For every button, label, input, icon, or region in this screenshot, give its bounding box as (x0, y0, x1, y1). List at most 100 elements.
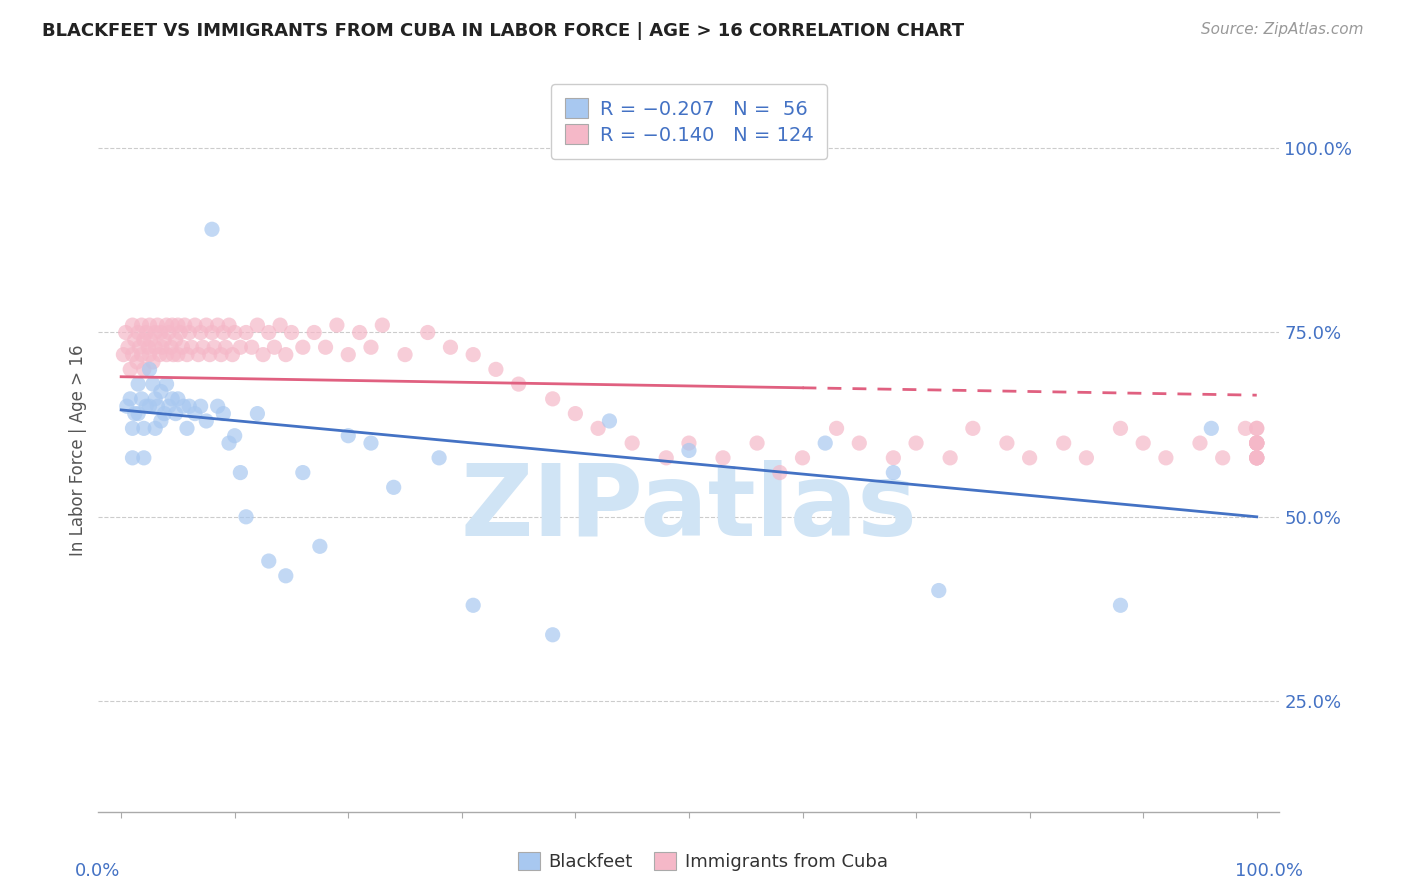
Point (143, 421, 166, 435)
Point (485, 362, 508, 376)
Point (150, 340, 173, 354)
Point (274, 348, 297, 362)
Point (939, 450, 962, 465)
Point (179, 326, 201, 340)
Point (115, 399, 138, 413)
Point (184, 407, 207, 421)
Point (905, 436, 928, 450)
Point (586, 421, 609, 435)
Point (176, 421, 198, 435)
Point (127, 377, 149, 392)
Point (1246, 436, 1268, 450)
Point (143, 326, 166, 340)
Legend: Blackfeet, Immigrants from Cuba: Blackfeet, Immigrants from Cuba (510, 845, 896, 879)
Point (173, 399, 195, 413)
Point (135, 326, 157, 340)
Point (564, 407, 586, 421)
Point (621, 436, 644, 450)
Point (149, 348, 172, 362)
Text: BLACKFEET VS IMMIGRANTS FROM CUBA IN LABOR FORCE | AGE > 16 CORRELATION CHART: BLACKFEET VS IMMIGRANTS FROM CUBA IN LAB… (42, 22, 965, 40)
Point (678, 443, 700, 458)
Point (349, 326, 371, 340)
Point (962, 421, 984, 435)
Point (269, 318, 291, 332)
Point (128, 340, 150, 354)
Point (114, 326, 136, 340)
Point (138, 362, 160, 376)
Point (155, 348, 177, 362)
Legend: R = −0.207   N =  56, R = −0.140   N = 124: R = −0.207 N = 56, R = −0.140 N = 124 (551, 85, 827, 159)
Point (167, 348, 190, 362)
Point (167, 392, 190, 406)
Point (1246, 450, 1268, 465)
Point (179, 399, 201, 413)
Text: ZIPatlas: ZIPatlas (461, 459, 917, 557)
Point (309, 539, 332, 553)
Point (167, 318, 190, 332)
Point (257, 326, 280, 340)
Point (1109, 421, 1132, 435)
Point (382, 480, 405, 494)
Point (201, 222, 224, 236)
Point (176, 348, 198, 362)
Point (882, 466, 904, 480)
Point (1201, 421, 1223, 435)
Point (221, 348, 243, 362)
Point (337, 348, 360, 362)
Point (165, 333, 187, 347)
Point (598, 414, 620, 428)
Point (928, 583, 950, 598)
Point (198, 348, 221, 362)
Point (190, 326, 212, 340)
Point (212, 407, 235, 421)
Point (541, 392, 564, 406)
Point (218, 318, 240, 332)
Text: 0.0%: 0.0% (75, 863, 120, 880)
Point (155, 318, 177, 332)
Point (224, 326, 246, 340)
Point (1246, 436, 1268, 450)
Point (153, 333, 176, 347)
Point (274, 569, 297, 583)
Point (157, 326, 180, 340)
Point (138, 399, 160, 413)
Point (326, 318, 349, 332)
Point (1246, 450, 1268, 465)
Point (439, 340, 461, 354)
Point (162, 318, 183, 332)
Point (139, 333, 162, 347)
Point (121, 318, 143, 332)
Point (848, 436, 870, 450)
Point (1154, 450, 1177, 465)
Point (1246, 450, 1268, 465)
Point (360, 436, 382, 450)
Point (162, 392, 183, 406)
Point (360, 340, 382, 354)
Point (678, 436, 700, 450)
Point (160, 340, 183, 354)
Point (207, 399, 229, 413)
Point (121, 348, 143, 362)
Point (224, 428, 246, 442)
Point (155, 377, 177, 392)
Point (814, 436, 837, 450)
Point (143, 340, 166, 354)
Point (246, 318, 269, 332)
Point (180, 340, 202, 354)
Point (149, 384, 172, 399)
Point (1246, 421, 1268, 435)
Point (427, 450, 450, 465)
Point (124, 333, 146, 347)
Point (1109, 599, 1132, 613)
Point (257, 554, 280, 568)
Point (291, 466, 314, 480)
Point (173, 318, 195, 332)
Point (416, 326, 439, 340)
Point (882, 450, 904, 465)
Point (121, 421, 143, 435)
Point (207, 318, 229, 332)
Point (1234, 421, 1257, 435)
Point (792, 450, 814, 465)
Point (1246, 436, 1268, 450)
Point (995, 436, 1018, 450)
